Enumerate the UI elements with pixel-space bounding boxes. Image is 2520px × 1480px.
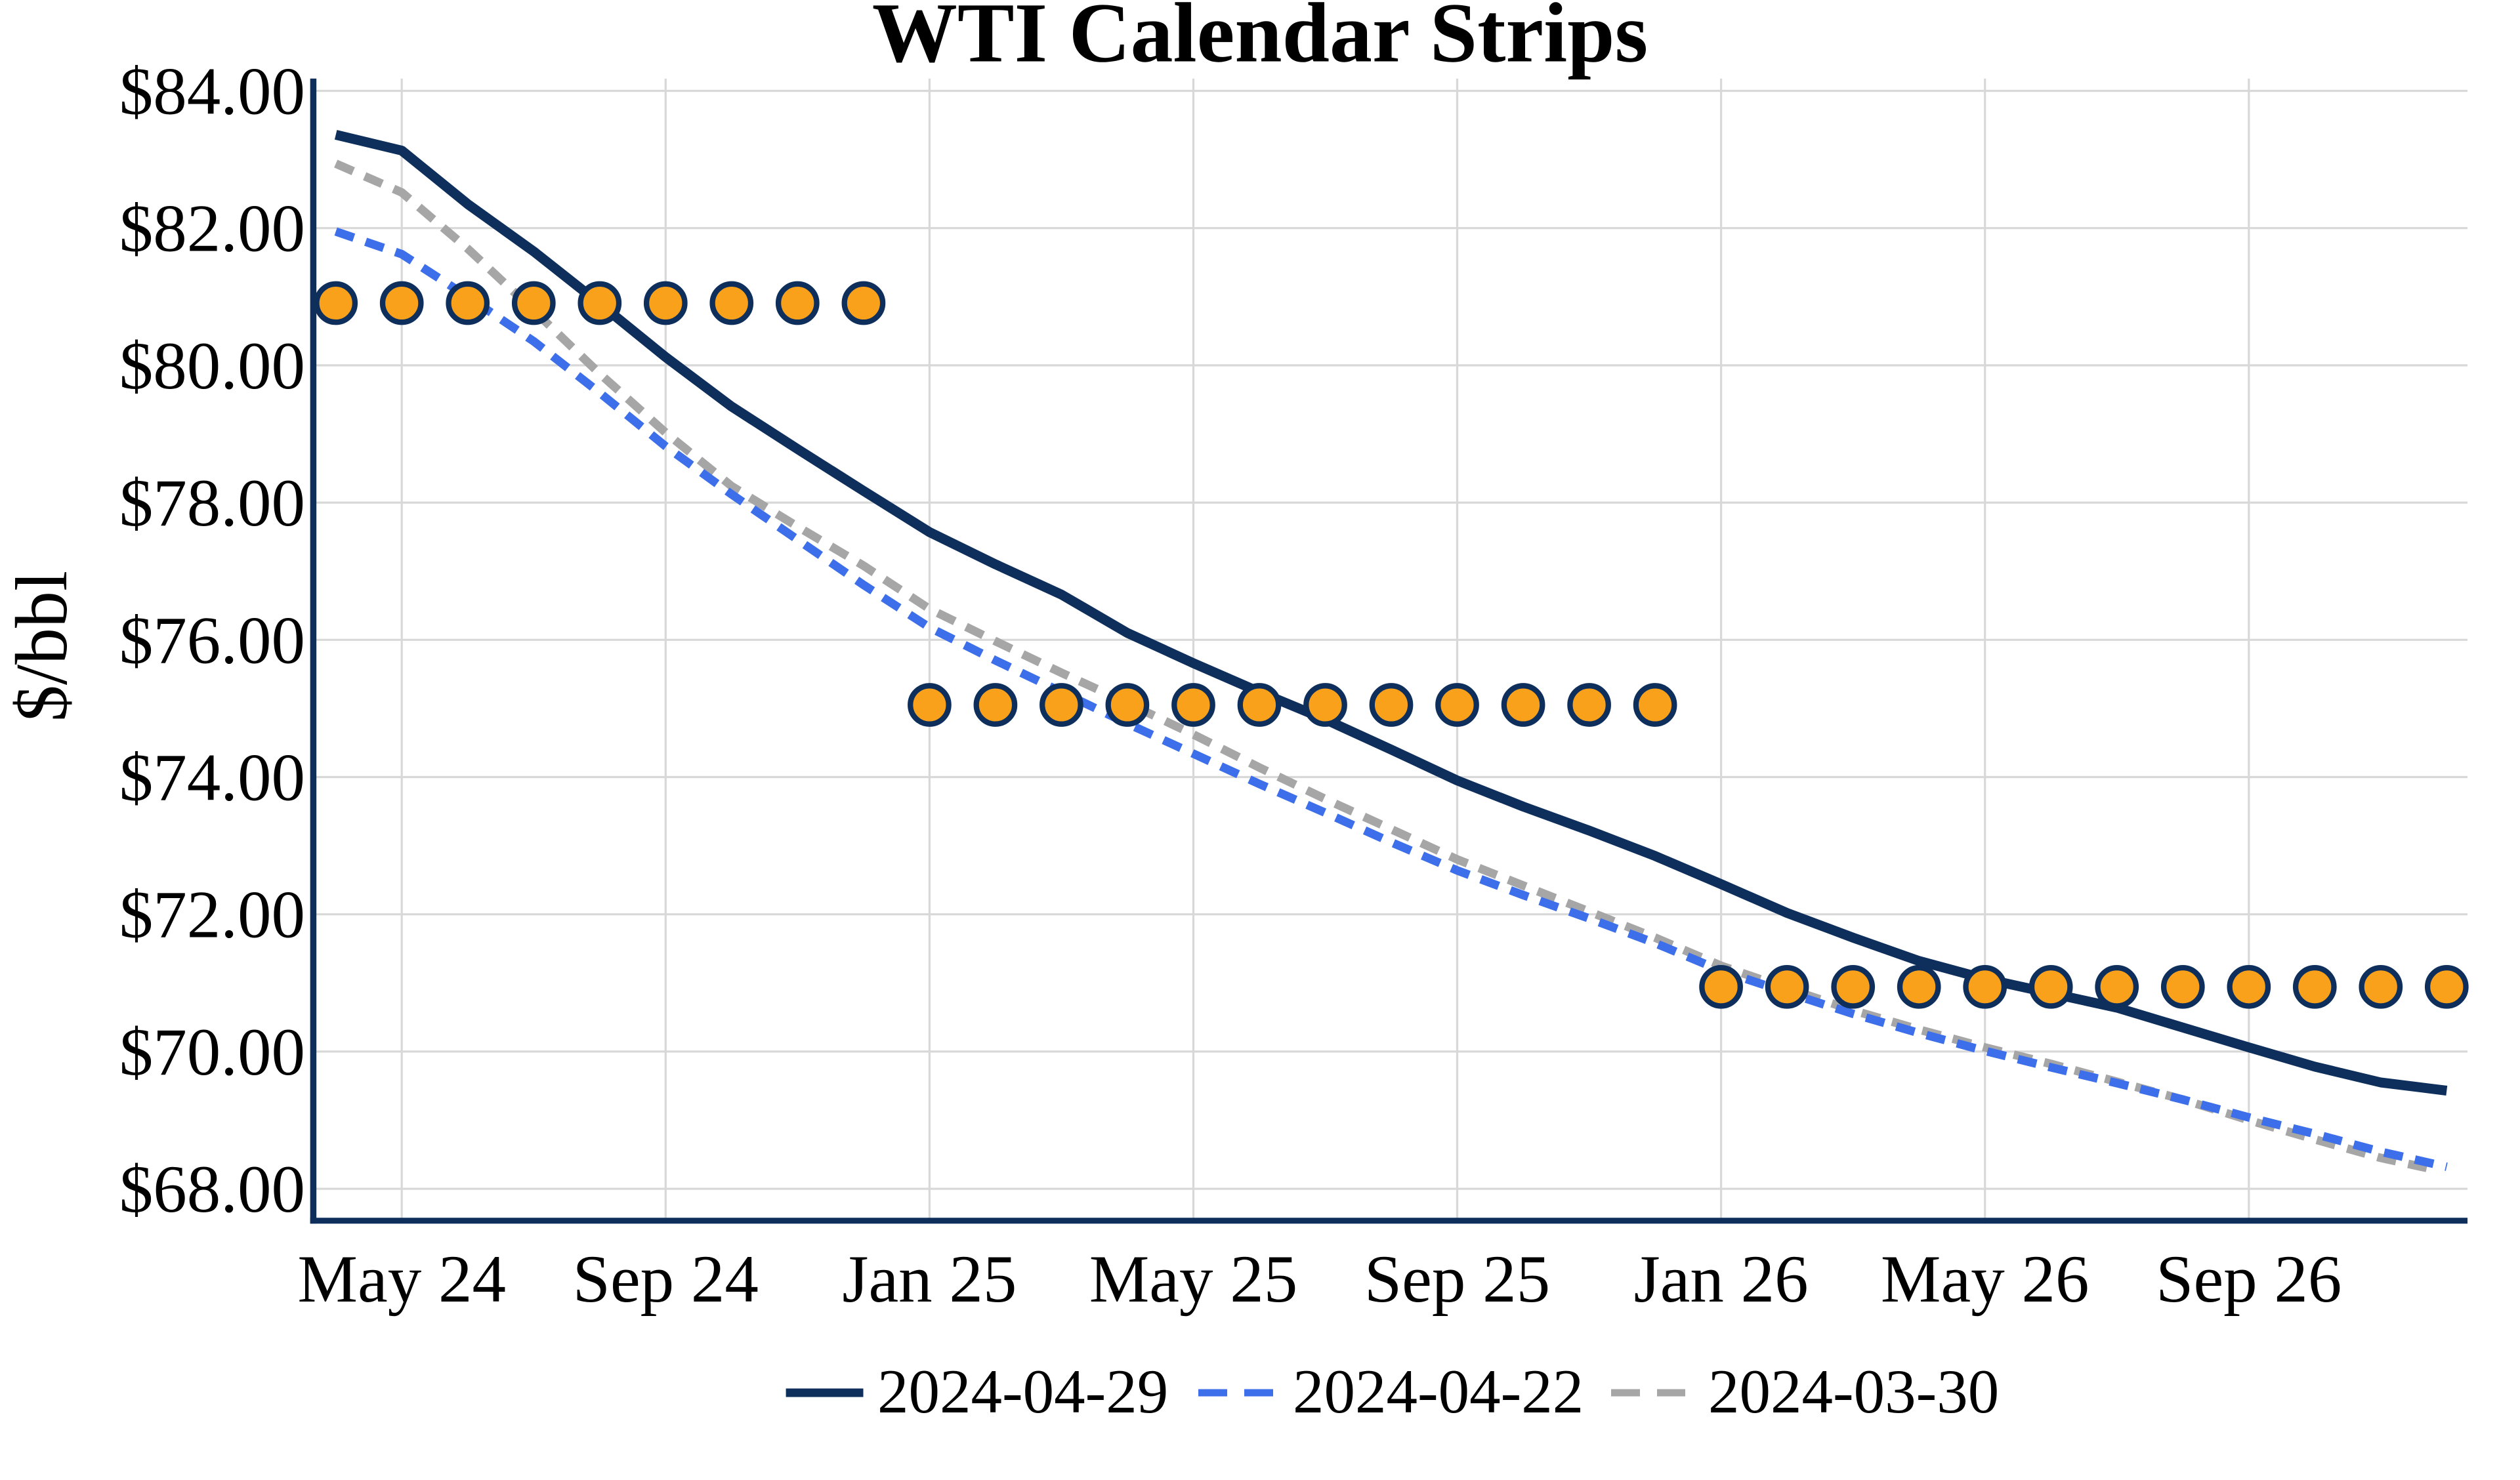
svg-text:$72.00: $72.00 [119,878,305,953]
svg-text:2024-04-29: 2024-04-29 [877,1357,1168,1426]
svg-text:$80.00: $80.00 [119,329,305,403]
svg-text:Sep 26: Sep 26 [2156,1242,2342,1317]
svg-text:May 25: May 25 [1089,1242,1298,1317]
svg-text:2024-04-22: 2024-04-22 [1293,1357,1584,1426]
svg-text:2024-03-30: 2024-03-30 [1708,1357,1999,1426]
svg-text:$70.00: $70.00 [119,1015,305,1090]
svg-text:$84.00: $84.00 [119,54,305,129]
svg-text:$74.00: $74.00 [119,741,305,815]
svg-text:$76.00: $76.00 [119,603,305,678]
svg-text:$68.00: $68.00 [119,1152,305,1227]
svg-text:May 24: May 24 [297,1242,506,1317]
svg-text:Jan 26: Jan 26 [1634,1242,1809,1317]
svg-text:Sep 25: Sep 25 [1364,1242,1550,1317]
svg-text:May 26: May 26 [1881,1242,2090,1317]
svg-text:Sep 24: Sep 24 [573,1242,759,1317]
svg-text:WTI Calendar Strips: WTI Calendar Strips [872,0,1648,81]
svg-text:Jan 25: Jan 25 [842,1242,1017,1317]
svg-text:$78.00: $78.00 [119,466,305,541]
svg-text:$/bbl: $/bbl [1,571,83,722]
svg-text:$82.00: $82.00 [119,192,305,266]
